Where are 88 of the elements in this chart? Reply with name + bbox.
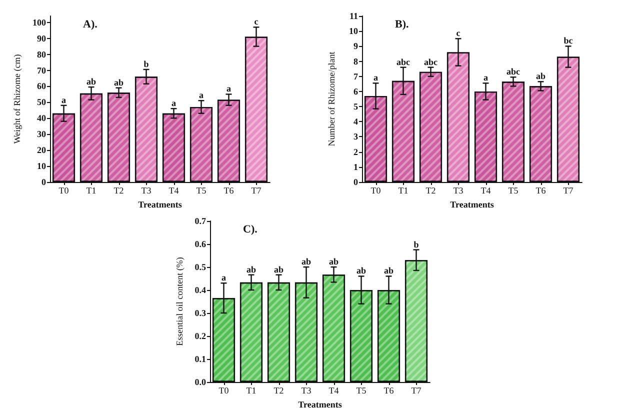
- annotation: c: [254, 16, 258, 27]
- y-tick-label: 2: [354, 146, 358, 157]
- y-tick-label: 30: [37, 129, 46, 140]
- annotation: ab: [274, 264, 284, 274]
- chart-title: A).: [83, 18, 98, 30]
- y-tick-label: 4: [354, 116, 358, 127]
- x-tick-label: T3: [301, 386, 312, 396]
- x-tick-label: T7: [563, 186, 574, 196]
- y-tick-label: 40: [37, 113, 46, 124]
- annotation: a: [222, 272, 226, 283]
- annotation: bc: [564, 36, 573, 46]
- x-tick-label: T6: [224, 186, 234, 196]
- y-tick-label: 11: [349, 11, 358, 21]
- y-tick-label: 1: [354, 162, 358, 172]
- x-tick-label: T2: [426, 186, 436, 196]
- x-tick-label: T1: [398, 186, 408, 196]
- x-tick-label: T1: [246, 386, 256, 396]
- x-tick-label: T3: [141, 186, 152, 196]
- x-axis-title: Treatments: [138, 200, 182, 210]
- x-tick-label: T0: [370, 186, 382, 196]
- annotation: abc: [506, 66, 520, 77]
- y-tick-label: 6: [354, 86, 358, 96]
- annotation: a: [226, 84, 232, 94]
- x-axis-title: Treatments: [450, 200, 494, 210]
- y-tick-label: 0.2: [194, 331, 206, 341]
- y-tick-label: 0.7: [194, 216, 206, 226]
- annotation: ab: [536, 71, 546, 82]
- y-tick-label: 10: [37, 161, 46, 172]
- x-axis-title: Treatments: [298, 400, 342, 410]
- annotation: ab: [246, 264, 256, 274]
- y-tick-label: 80: [37, 49, 46, 60]
- annotation: a: [484, 72, 488, 83]
- y-tick-label: 70: [37, 65, 46, 76]
- x-tick-label: T0: [218, 386, 230, 396]
- y-tick-label: 5: [354, 102, 358, 112]
- y-tick-label: 8: [354, 56, 358, 66]
- x-tick-label: T4: [168, 186, 180, 196]
- x-tick-label: T7: [251, 186, 262, 196]
- x-tick-label: T3: [453, 186, 464, 196]
- x-tick-label: T4: [328, 386, 340, 396]
- x-tick-label: T7: [411, 386, 422, 396]
- y-tick-label: 90: [37, 33, 46, 44]
- y-tick-label: 10: [349, 26, 358, 36]
- y-tick-label: 0.5: [194, 262, 206, 272]
- annotation: ab: [301, 256, 312, 266]
- x-tick-label: T4: [480, 186, 492, 196]
- x-tick-label: T6: [536, 186, 546, 196]
- annotation: abc: [424, 56, 438, 67]
- y-tick-label: 3: [354, 132, 358, 142]
- annotation: b: [414, 239, 419, 250]
- y-tick-label: 0.6: [194, 239, 206, 249]
- x-tick-label: T0: [58, 186, 70, 196]
- x-tick-label: T5: [356, 386, 367, 396]
- annotation: c: [456, 28, 460, 38]
- y-tick-label: 20: [37, 145, 46, 156]
- annotation: b: [144, 58, 149, 69]
- x-tick-label: T1: [86, 186, 96, 196]
- y-tick-label: 0.1: [194, 354, 206, 364]
- y-tick-label: 50: [37, 97, 46, 108]
- y-tick-label: 0.4: [194, 285, 206, 295]
- x-tick-label: T2: [114, 186, 124, 196]
- annotation: ab: [328, 256, 339, 266]
- y-tick-label: 0.3: [194, 308, 206, 318]
- y-tick-label: 7: [354, 71, 358, 82]
- y-tick-label: 9: [354, 41, 358, 52]
- y-tick-label: 100: [32, 17, 46, 28]
- x-tick-label: T2: [274, 386, 284, 396]
- annotation: ab: [86, 76, 96, 87]
- chart-title: B).: [395, 18, 409, 30]
- annotation: ab: [114, 77, 124, 88]
- x-tick-label: T6: [384, 386, 394, 396]
- y-axis-title: Essential oil content (%): [174, 257, 184, 346]
- x-tick-label: T5: [508, 186, 519, 196]
- x-tick-label: T5: [196, 186, 207, 196]
- annotation: a: [62, 94, 66, 105]
- annotation: ab: [384, 266, 394, 276]
- annotation: abc: [396, 56, 410, 67]
- annotation: a: [172, 98, 176, 108]
- y-tick-label: 0.0: [194, 377, 206, 387]
- y-tick-label: 0: [354, 177, 358, 187]
- y-axis-title: Weight of Rhizome (cm): [12, 54, 22, 144]
- y-axis-title: Number of Rhizome/plant: [326, 51, 336, 146]
- chart-title: C).: [243, 224, 258, 236]
- y-tick-label: 60: [37, 81, 46, 92]
- annotation: a: [374, 72, 378, 83]
- annotation: a: [199, 90, 204, 100]
- y-tick-label: 0: [42, 177, 46, 187]
- annotation: ab: [356, 266, 366, 276]
